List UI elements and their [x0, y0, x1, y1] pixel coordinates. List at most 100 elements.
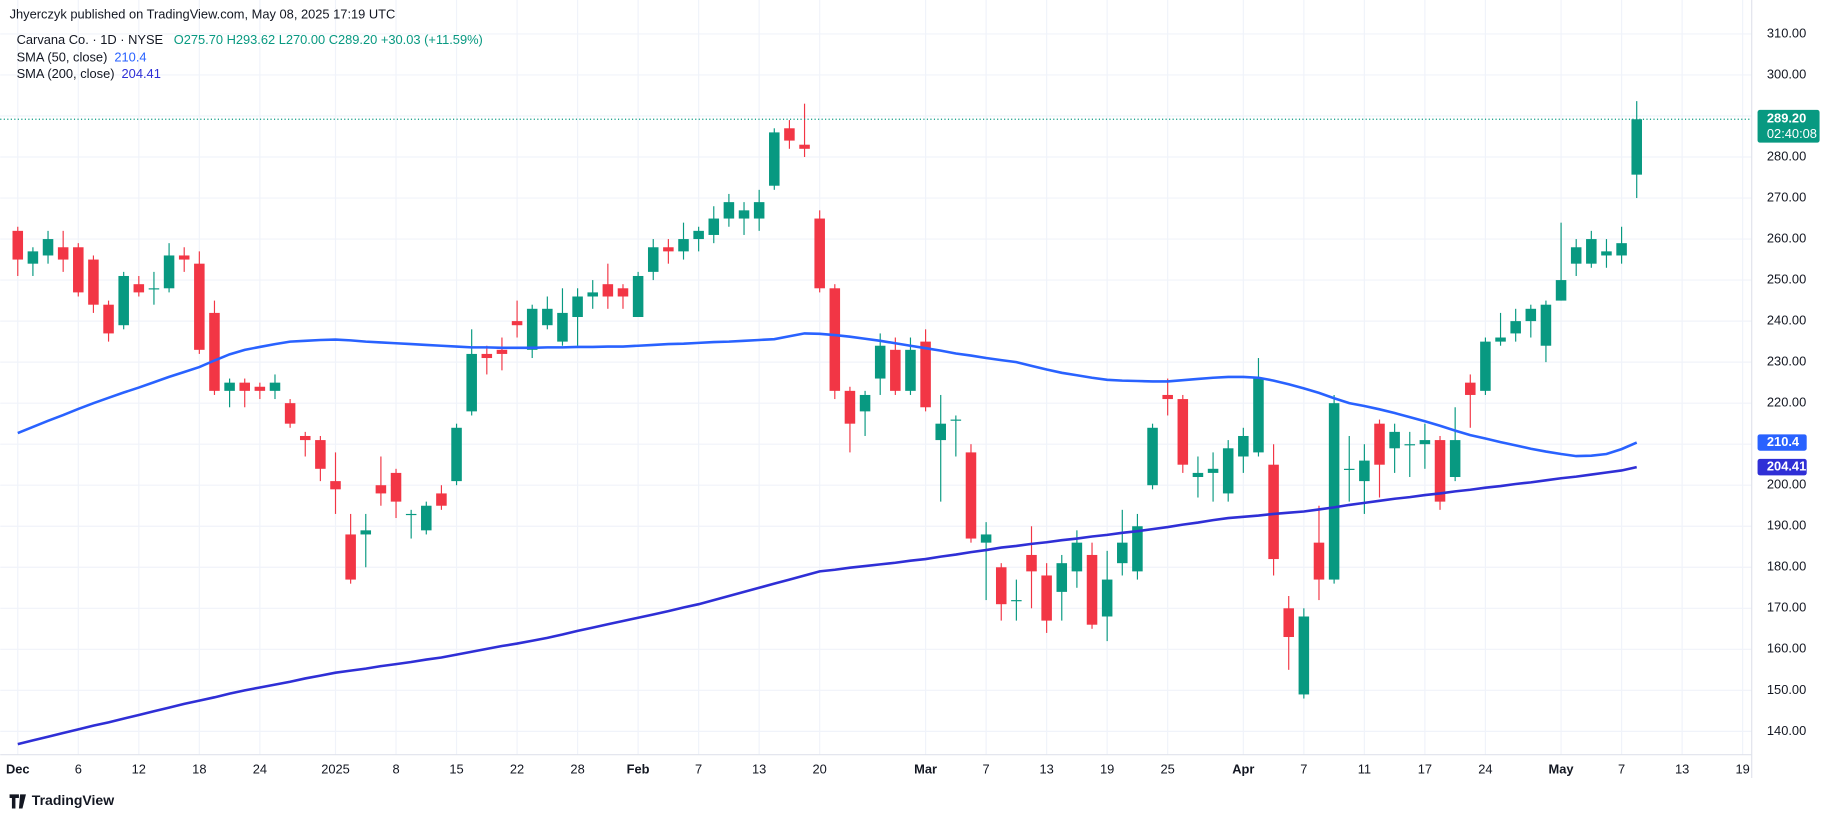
candle-body: [1268, 464, 1279, 560]
candle-body: [1404, 444, 1416, 446]
x-tick-label: Apr: [1232, 761, 1254, 776]
indicator-value: 204.41: [122, 66, 161, 81]
candle-body: [799, 144, 810, 149]
candle-body: [995, 567, 1007, 605]
candle-body: [496, 349, 508, 354]
y-tick-label: 250.00: [1767, 271, 1806, 286]
candle-body: [1328, 403, 1340, 580]
plot: [0, 101, 1752, 746]
candle-body: [1510, 321, 1521, 334]
candle-body: [1631, 119, 1642, 175]
candle-body: [1177, 399, 1189, 465]
candle-body: [723, 202, 735, 219]
brand: TradingView: [32, 792, 114, 808]
candle-body: [1222, 448, 1234, 494]
y-tick-label: 200.00: [1767, 477, 1806, 492]
candle-body: [1101, 579, 1113, 617]
y-tick-label: 180.00: [1767, 559, 1806, 574]
candle-body: [1313, 542, 1325, 580]
candle-body: [526, 308, 538, 350]
candle-body: [194, 263, 205, 350]
sma-line: [17, 332, 1638, 458]
candle-body: [481, 353, 493, 359]
candle-body: [663, 247, 674, 252]
candle-body: [148, 288, 160, 290]
x-tick-label: Feb: [627, 761, 650, 776]
x-tick-label: 6: [75, 761, 82, 776]
candle-body: [647, 247, 659, 272]
candle-body: [57, 247, 69, 260]
y-tick-label: 150.00: [1767, 682, 1806, 697]
y-tick-label: 270.00: [1767, 189, 1806, 204]
y-tick-label: 190.00: [1767, 518, 1806, 533]
candle-body: [1449, 440, 1461, 478]
candle-body: [345, 534, 356, 580]
x-tick-label: 20: [813, 761, 827, 776]
x-tick-label: 8: [392, 761, 399, 776]
x-tick-label: May: [1549, 761, 1575, 776]
candle-body: [890, 349, 901, 391]
x-tick-label: 7: [1300, 761, 1307, 776]
sma-badge-label: 204.41: [1767, 459, 1806, 474]
candle-body: [1555, 280, 1567, 301]
candle-body: [693, 230, 704, 240]
x-tick-label: 7: [983, 761, 990, 776]
candle-body: [572, 296, 583, 318]
candle-body: [1359, 460, 1370, 482]
y-tick-label: 140.00: [1767, 723, 1806, 738]
candle-body: [920, 341, 931, 408]
candle-body: [118, 275, 129, 326]
candle-body: [1343, 468, 1355, 470]
candle-body: [209, 312, 220, 391]
candle-body: [12, 230, 24, 260]
candle-body: [1601, 251, 1612, 256]
x-tick-label: 28: [570, 761, 584, 776]
candle-body: [980, 534, 992, 543]
y-tick-label: 280.00: [1767, 148, 1806, 163]
x-tick-label: 24: [253, 761, 267, 776]
candle-body: [224, 382, 235, 391]
x-tick-label: 13: [1039, 761, 1053, 776]
x-tick-label: Dec: [6, 761, 30, 776]
x-tick-label: 13: [752, 761, 766, 776]
candle-body: [375, 485, 387, 494]
candle-body: [1041, 575, 1052, 621]
sma-badge-label: 210.4: [1767, 434, 1800, 449]
candle-body: [1147, 427, 1158, 486]
x-tick-label: 22: [510, 761, 524, 776]
candle-body: [784, 128, 795, 141]
candle-body: [1525, 308, 1537, 322]
candle-body: [769, 132, 780, 186]
ohlc-label: H293.62: [227, 32, 276, 47]
candle-body: [708, 218, 720, 235]
candle-body: [405, 513, 417, 516]
candle-body: [42, 239, 54, 256]
candle-body: [1026, 554, 1037, 572]
ohlc-label: C289.20: [329, 32, 378, 47]
y-tick-label: 160.00: [1767, 641, 1806, 656]
last-price-badge: [1757, 109, 1820, 143]
candle-body: [1570, 247, 1582, 264]
candle-body: [557, 312, 568, 342]
x-tick-label: 7: [695, 761, 702, 776]
candle-body: [1298, 616, 1310, 695]
logo: [9, 794, 26, 809]
ohlc-label: L270.00: [279, 32, 325, 47]
x-tick-label: 2025: [321, 761, 350, 776]
candle-body: [299, 435, 311, 441]
candle-body: [1011, 600, 1022, 602]
indicator-name: SMA (200, close): [17, 66, 115, 81]
y-tick-label: 220.00: [1767, 395, 1806, 410]
x-tick-label: 19: [1100, 761, 1114, 776]
indicator-name: SMA (50, close): [17, 50, 108, 65]
candle-body: [269, 382, 281, 391]
candle-body: [421, 505, 432, 531]
candle-body: [330, 481, 341, 490]
candle-body: [315, 440, 326, 469]
sma-badge: [1757, 434, 1807, 451]
ohlc-label: +30.03 (+11.59%): [381, 32, 483, 47]
candle-body: [1162, 394, 1173, 400]
x-tick-label: 19: [1735, 761, 1749, 776]
candle-body: [632, 275, 644, 318]
